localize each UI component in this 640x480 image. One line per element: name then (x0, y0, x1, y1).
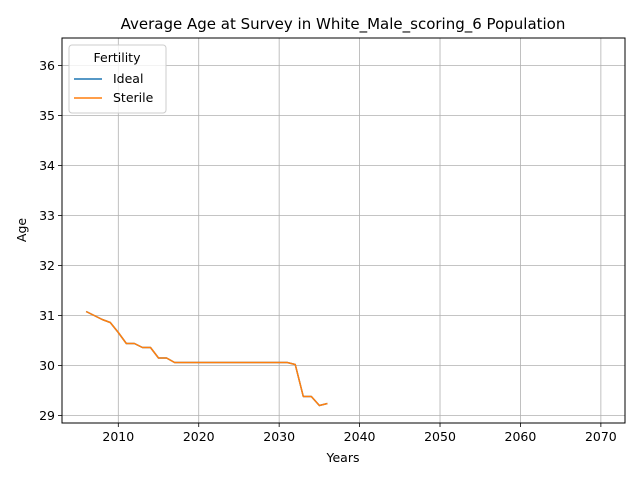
x-tick-label: 2020 (183, 429, 215, 444)
legend: Fertility Ideal Sterile (68, 44, 167, 114)
y-tick-label: 31 (39, 308, 55, 323)
chart-title: Average Age at Survey in White_Male_scor… (121, 15, 566, 34)
y-tick-label: 32 (39, 258, 55, 273)
x-tick-label: 2040 (344, 429, 376, 444)
legend-title: Fertility (94, 50, 142, 65)
series-layer (85, 310, 328, 407)
y-tick-label: 34 (39, 158, 55, 173)
legend-label-sterile: Sterile (113, 90, 154, 105)
series-line-sterile (85, 310, 328, 407)
plot-frame (61, 37, 626, 424)
x-tick-label: 2060 (505, 429, 537, 444)
x-tick-label: 2010 (102, 429, 134, 444)
x-tick-label: 2030 (263, 429, 295, 444)
y-tick-label: 30 (39, 358, 55, 373)
y-tick-label: 35 (39, 108, 55, 123)
legend-box (68, 44, 167, 114)
legend-label-ideal: Ideal (113, 71, 143, 86)
x-tick-label: 2050 (424, 429, 456, 444)
y-tick-label: 29 (39, 408, 55, 423)
grid-lines (62, 38, 625, 423)
y-tick-label: 33 (39, 208, 55, 223)
y-axis: 29 30 31 32 33 34 35 36 (39, 58, 62, 423)
y-tick-label: 36 (39, 58, 55, 73)
x-axis-label: Years (326, 450, 360, 465)
x-axis: 2010 2020 2030 2040 2050 2060 2070 (102, 423, 617, 444)
y-axis-label: Age (14, 218, 29, 242)
x-tick-label: 2070 (585, 429, 617, 444)
